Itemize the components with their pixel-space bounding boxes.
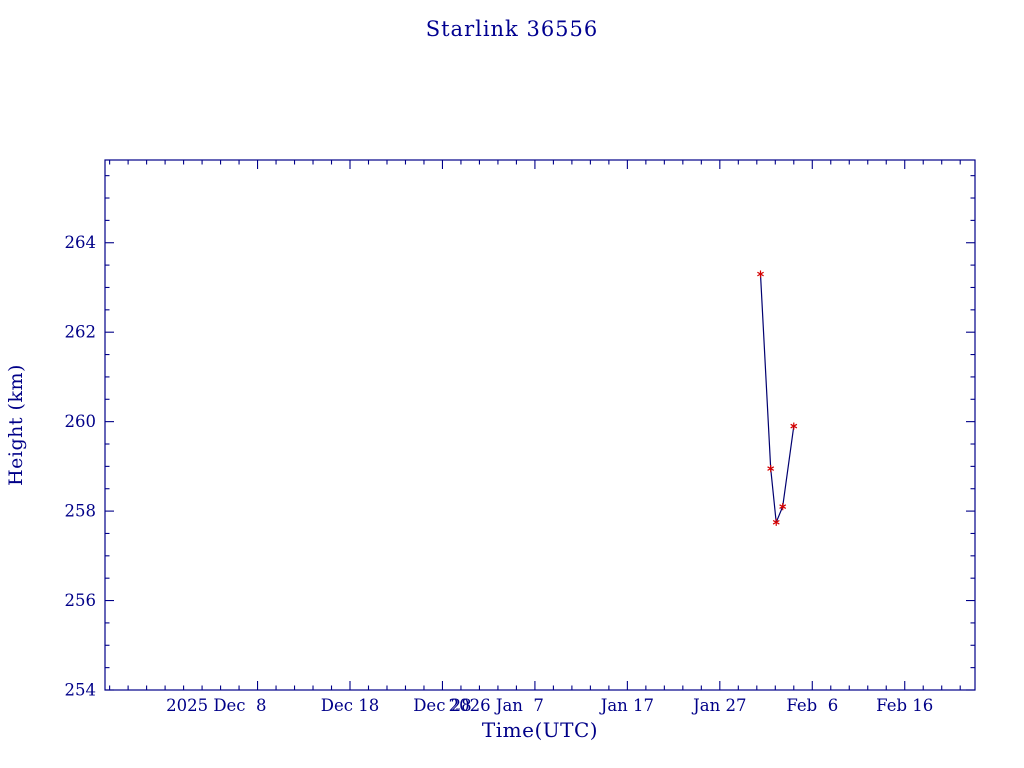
y-tick-label: 258 [65,502,97,521]
y-tick-label: 254 [65,681,97,700]
x-tick-label: Feb 16 [876,696,933,715]
x-tick-label: Jan 27 [691,696,746,715]
x-tick-label: 2026 Jan 7 [449,696,544,715]
y-tick-label: 256 [65,591,97,610]
data-point-marker [757,270,764,278]
data-point-marker [790,422,798,430]
axis-ticks [105,160,975,691]
x-axis-label: Time(UTC) [481,718,599,742]
data-point-marker [779,503,787,511]
y-tick-label: 262 [65,323,97,342]
y-tick-label: 264 [65,233,97,252]
x-tick-label: Dec 28 [413,696,471,715]
plot-border [104,159,976,691]
x-tick-label: 2025 Dec 8 [166,696,266,715]
height-line [759,274,795,523]
data-point-marker [767,465,775,473]
x-tick-label: Dec 18 [321,696,379,715]
x-tick-label: Jan 17 [599,696,654,715]
chart-title: Starlink 36556 [425,17,599,41]
y-tick-label: 260 [65,412,97,431]
x-tick-label: Feb 6 [786,696,838,715]
data-point-marker [772,518,780,526]
